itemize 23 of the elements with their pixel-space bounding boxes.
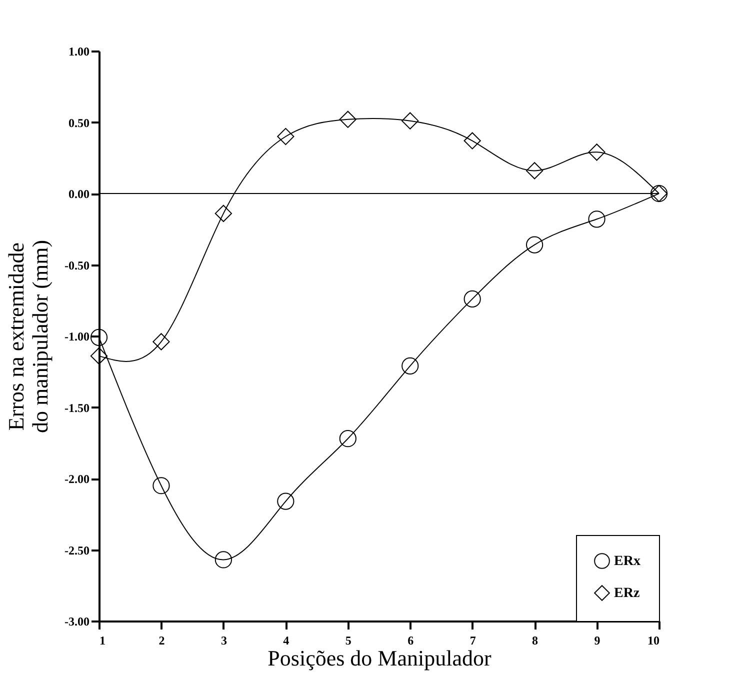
x-tick-label: 1 — [100, 634, 106, 648]
x-tick-label: 10 — [648, 634, 660, 648]
y-tick-label: -1.50 — [64, 400, 90, 415]
y-tick-label: 0.00 — [68, 187, 90, 201]
y-tick-label: -1.00 — [64, 330, 90, 344]
x-tick-label: 9 — [594, 634, 600, 648]
y-tick-label: -2.50 — [64, 543, 90, 558]
y-tick-label: 1.00 — [68, 44, 90, 58]
y-tick-label: -3.00 — [64, 614, 90, 628]
x-tick-label: 8 — [532, 634, 538, 648]
y-tick-label: -2.00 — [64, 472, 90, 486]
x-tick-label: 4 — [283, 634, 290, 648]
legend-label: ERz — [614, 586, 640, 601]
x-tick-label: 7 — [470, 634, 476, 648]
y-tick-label: 0.50 — [68, 116, 90, 130]
x-tick-label: 2 — [158, 634, 165, 648]
y-axis-title: Erros na extremidade do manipulador (mm) — [4, 240, 53, 434]
legend-label: ERx — [614, 554, 640, 569]
y-tick-label: -0.50 — [64, 258, 90, 272]
x-tick-label: 6 — [408, 634, 414, 648]
x-tick-label: 5 — [345, 634, 352, 648]
x-tick-label: 3 — [220, 634, 227, 648]
x-axis-title: Posições do Manipulador — [268, 646, 492, 670]
